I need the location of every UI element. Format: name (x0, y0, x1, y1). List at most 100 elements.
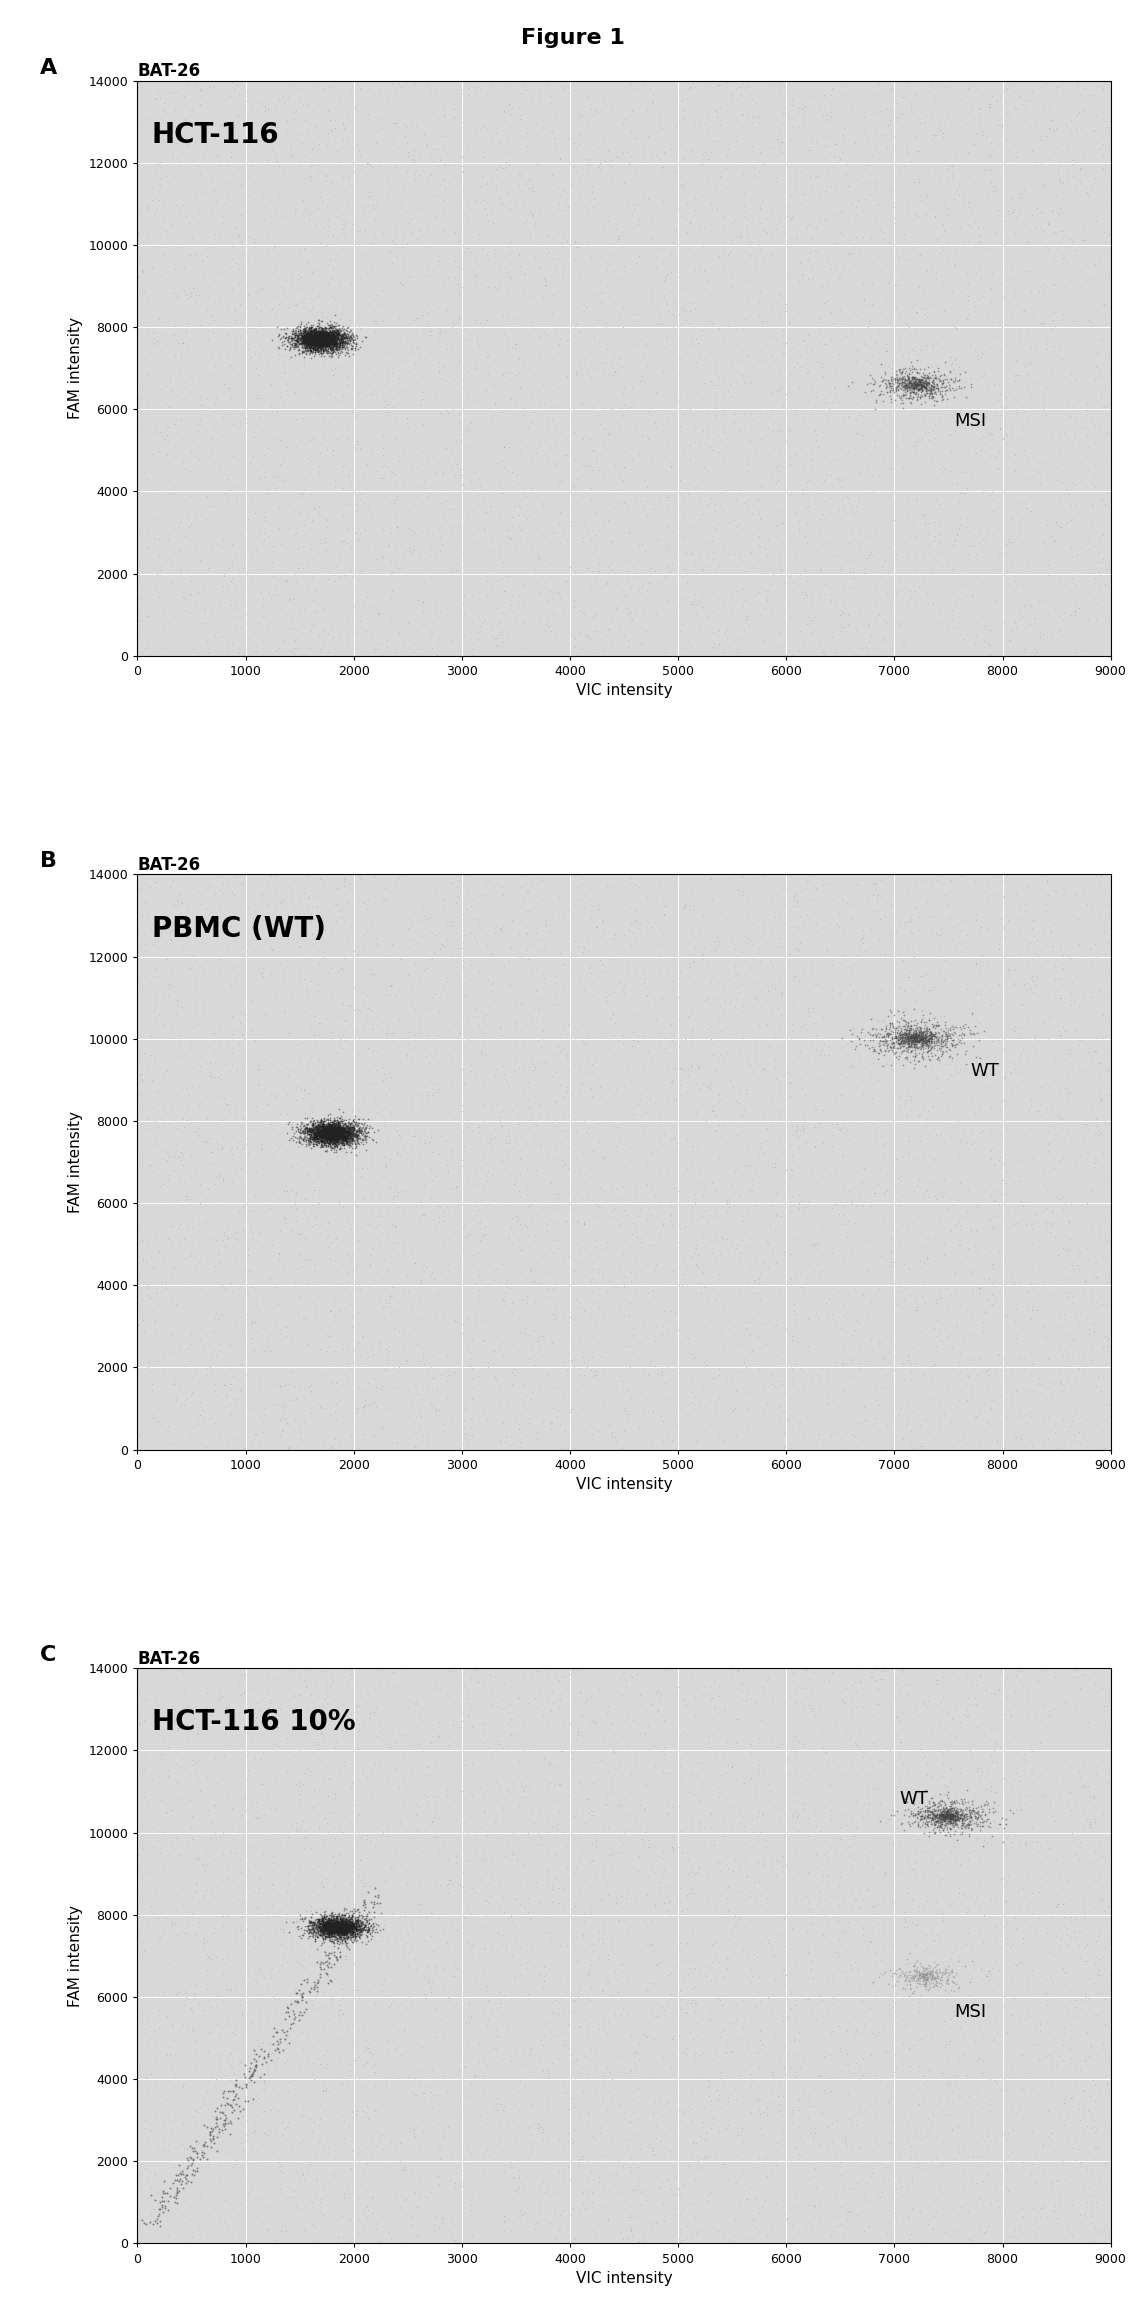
Point (352, 311, 370, 347)
Point (492, 1323, 511, 1360)
Point (1041, 87, 1059, 124)
Point (626, 555, 645, 591)
Point (553, 1344, 571, 1381)
Point (758, 580, 776, 617)
Point (319, 1111, 338, 1148)
Point (318, 1114, 337, 1150)
Point (316, 320, 334, 357)
Point (871, 212, 890, 249)
Point (316, 313, 334, 350)
Point (252, 249, 270, 285)
Point (915, 359, 933, 396)
Point (275, 311, 293, 347)
Point (352, 937, 370, 973)
Point (951, 1845, 970, 1882)
Point (309, 318, 327, 354)
Point (325, 1114, 343, 1150)
Point (720, 1185, 739, 1222)
Point (321, 1107, 339, 1144)
Point (932, 1797, 950, 1834)
Point (335, 1111, 354, 1148)
Point (344, 1912, 362, 1949)
Point (317, 1114, 335, 1150)
Point (324, 1116, 342, 1153)
Point (327, 1910, 346, 1947)
Point (927, 1954, 946, 1990)
Point (909, 368, 927, 405)
Point (323, 1910, 341, 1947)
Point (297, 318, 315, 354)
Point (480, 1243, 498, 1279)
Point (561, 550, 579, 587)
Point (1034, 1263, 1052, 1300)
Point (980, 1358, 998, 1394)
Point (302, 320, 321, 357)
Point (326, 1121, 345, 1157)
Point (414, 584, 433, 621)
Point (321, 1905, 339, 1942)
Point (929, 318, 947, 354)
Point (303, 313, 322, 350)
Point (308, 1908, 326, 1944)
Point (939, 1797, 957, 1834)
Point (447, 421, 465, 458)
Point (743, 2207, 761, 2243)
Point (199, 320, 218, 357)
Point (398, 1341, 417, 1378)
Point (740, 1169, 758, 1206)
Point (303, 1733, 322, 1769)
Point (365, 1261, 384, 1298)
Point (323, 1116, 341, 1153)
Point (322, 1116, 340, 1153)
Point (387, 2128, 405, 2165)
Point (310, 1107, 329, 1144)
Point (326, 1127, 345, 1164)
Point (310, 1908, 329, 1944)
Point (319, 1118, 338, 1155)
Point (671, 1972, 689, 2009)
Point (323, 1111, 341, 1148)
Point (745, 156, 764, 193)
Point (321, 318, 339, 354)
Point (1050, 481, 1068, 518)
Point (308, 1901, 326, 1937)
Point (308, 1914, 326, 1951)
Point (158, 2036, 176, 2073)
Point (877, 373, 895, 410)
Point (208, 1222, 227, 1259)
Point (737, 1675, 756, 1712)
Point (322, 1917, 340, 1954)
Point (552, 463, 570, 499)
Point (314, 324, 332, 361)
Point (318, 1118, 337, 1155)
Point (297, 318, 315, 354)
Point (317, 320, 335, 357)
Point (339, 1908, 357, 1944)
Point (319, 1910, 338, 1947)
Point (409, 329, 427, 366)
Point (192, 1035, 211, 1072)
Point (960, 2220, 978, 2257)
Point (1004, 67, 1022, 104)
Point (308, 322, 326, 359)
Point (321, 1111, 339, 1148)
Point (323, 324, 341, 361)
Point (318, 1903, 337, 1940)
Point (239, 1852, 258, 1889)
Point (293, 322, 311, 359)
Point (368, 1052, 386, 1088)
Point (311, 1116, 330, 1153)
Point (319, 1118, 338, 1155)
Point (330, 306, 348, 343)
Point (155, 594, 173, 630)
Point (258, 1086, 276, 1123)
Point (1084, 2108, 1103, 2145)
Point (307, 320, 325, 357)
Point (915, 1024, 933, 1061)
Point (929, 1802, 947, 1838)
Point (798, 863, 816, 900)
Point (626, 867, 645, 904)
Point (335, 1118, 354, 1155)
Point (712, 1312, 731, 1348)
Point (137, 396, 156, 433)
